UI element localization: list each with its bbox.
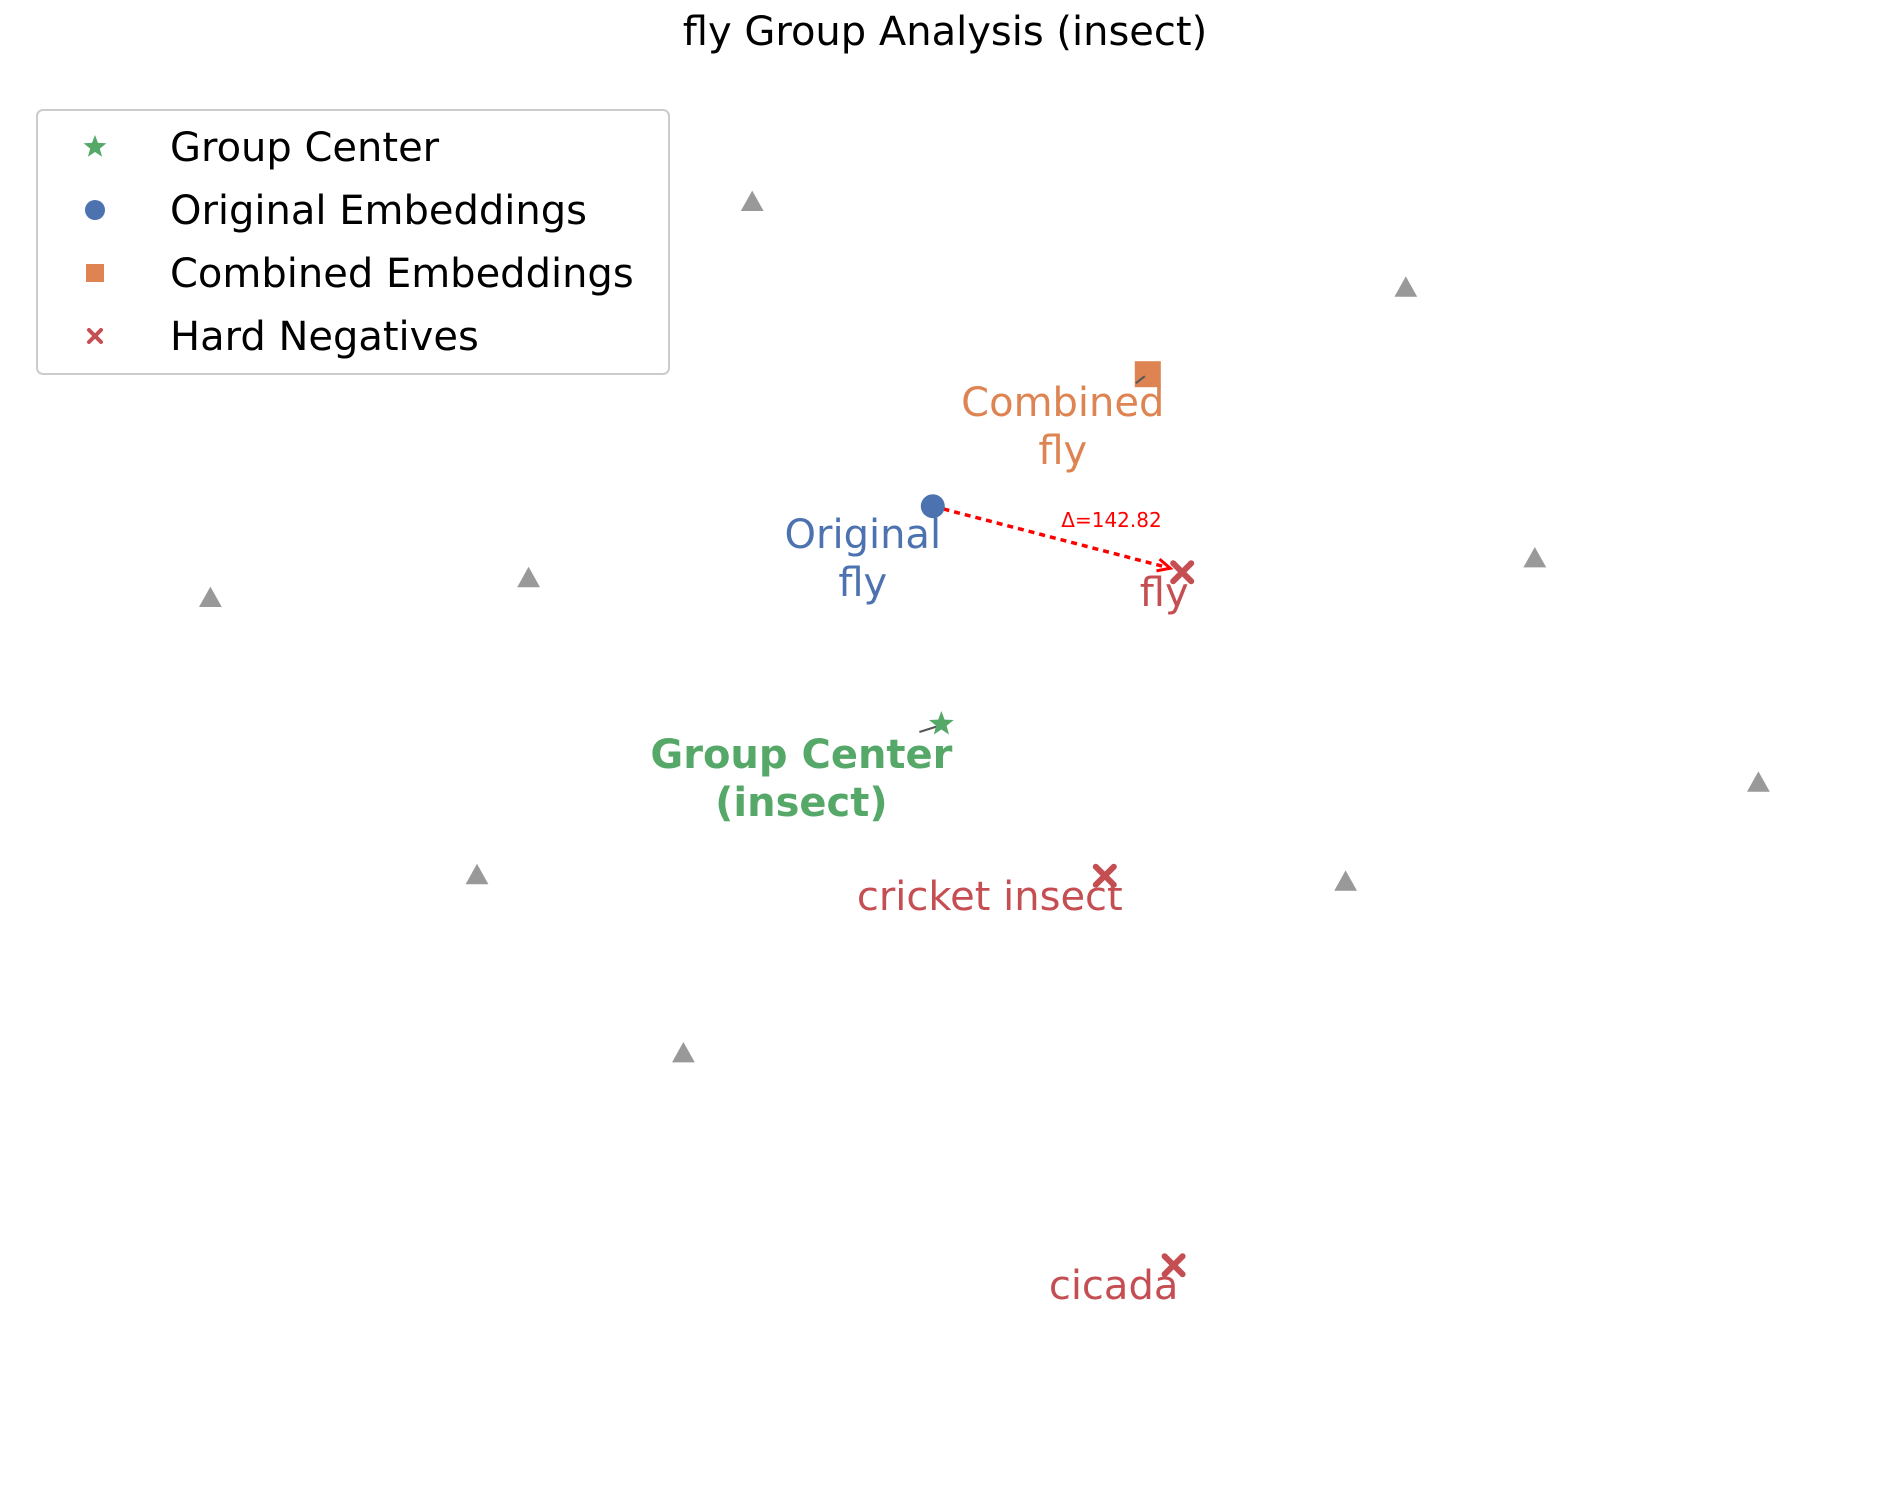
legend-label: Original Embeddings [170, 188, 587, 234]
hard-negative-label: cricket insect [857, 874, 1123, 920]
legend-label: Combined Embeddings [170, 251, 634, 297]
legend-item: Group Center [83, 125, 440, 171]
x-icon [87, 328, 103, 344]
shift-arrow-head [1156, 557, 1174, 573]
legend-item: Combined Embeddings [86, 251, 634, 297]
background-point [672, 1042, 695, 1063]
background-point [199, 586, 222, 607]
hard-negative-point [1161, 1253, 1186, 1278]
hard-negative-point [1170, 560, 1195, 585]
background-point [1334, 870, 1357, 891]
background-points [199, 190, 1770, 1063]
group-center-label: Group Center (insect) [650, 732, 952, 826]
legend-item: Original Embeddings [85, 188, 587, 234]
combined-leader [1135, 375, 1146, 384]
background-point [517, 566, 540, 588]
star-icon [83, 135, 107, 157]
background-point [465, 863, 489, 885]
circle-icon [85, 200, 105, 220]
background-point [1747, 771, 1770, 792]
background-point [1394, 276, 1418, 297]
original-point [920, 494, 945, 519]
group-center-point [929, 711, 954, 735]
shift-annotation-label: Δ=142.82 [1061, 508, 1161, 532]
legend-label: Hard Negatives [170, 314, 479, 360]
background-point [740, 190, 764, 211]
square-icon [86, 264, 104, 282]
shift-arrow-line [932, 504, 1171, 570]
hard-negative-label: cicada [1049, 1263, 1179, 1309]
hard-negative-label: fly [1140, 570, 1189, 616]
background-point [1523, 547, 1547, 568]
combined-label: Combined fly [961, 380, 1164, 474]
legend: Group Center Original Embeddings Combined … [36, 109, 670, 375]
chart-title: fly Group Analysis (insect) [683, 9, 1207, 55]
original-label: Original fly [785, 512, 942, 606]
combined-point [1134, 361, 1161, 388]
hard-negative-point [1092, 863, 1117, 888]
shift-arrow-layer: Δ=142.82 [932, 504, 1174, 573]
legend-item: Hard Negatives [87, 314, 479, 360]
legend-label: Group Center [170, 125, 440, 171]
legend-box [36, 109, 670, 375]
group-center-leader [919, 725, 939, 733]
